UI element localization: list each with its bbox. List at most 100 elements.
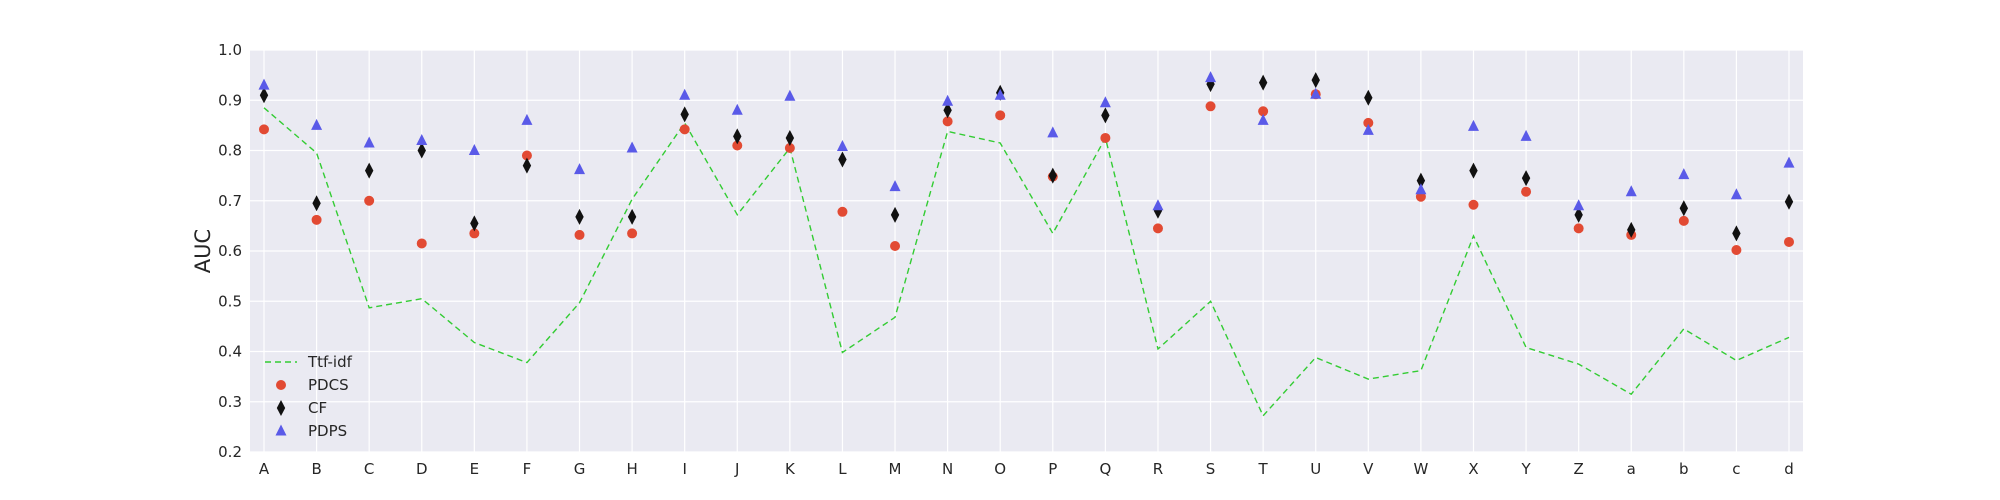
data-point — [1573, 223, 1584, 234]
x-tick-label: E — [470, 460, 479, 478]
data-point — [943, 102, 952, 119]
data-point — [1469, 162, 1478, 179]
y-tick-label: 0.8 — [218, 142, 242, 160]
data-point — [311, 118, 323, 130]
data-point — [994, 88, 1006, 100]
x-tick-label: Z — [1574, 460, 1584, 478]
data-point — [731, 103, 743, 115]
legend-swatch — [276, 400, 286, 416]
data-point — [1625, 185, 1637, 197]
data-point — [1521, 186, 1532, 197]
data-point — [1152, 223, 1163, 234]
data-point — [258, 78, 270, 90]
data-point — [1101, 107, 1110, 124]
x-tick-label: Y — [1520, 460, 1531, 478]
data-point — [469, 228, 480, 239]
data-point — [1732, 225, 1741, 242]
data-point — [1416, 172, 1426, 189]
data-point — [890, 240, 901, 251]
x-tick-label: T — [1258, 460, 1269, 478]
data-point — [1364, 89, 1373, 106]
x-tick-label: W — [1413, 460, 1428, 478]
data-point — [574, 163, 586, 175]
series-line — [263, 107, 1790, 418]
data-point — [890, 206, 900, 223]
x-tick-label: N — [942, 460, 953, 478]
x-tick-label: Q — [1099, 460, 1111, 478]
y-tick-label: 1.0 — [218, 41, 242, 59]
series-pdcs — [259, 89, 1794, 255]
x-tick-label: P — [1048, 460, 1057, 478]
y-tick-label: 0.6 — [218, 242, 242, 260]
x-tick-label: d — [1784, 460, 1794, 478]
data-point — [1362, 123, 1374, 135]
data-point — [1730, 188, 1742, 200]
data-point — [364, 162, 374, 179]
legend-label: Ttf-idf — [307, 353, 353, 371]
y-tick-label: 0.7 — [218, 192, 242, 210]
data-point — [470, 215, 479, 232]
data-point — [1574, 206, 1583, 223]
data-point — [1678, 215, 1689, 226]
y-tick-labels: 0.2 0.3 0.4 0.5 0.6 0.7 0.8 0.9 1.0 — [218, 41, 242, 461]
data-point — [1100, 132, 1111, 143]
x-tick-label: F — [523, 460, 532, 478]
data-point — [784, 89, 796, 101]
data-point — [732, 140, 743, 151]
data-point — [1048, 167, 1057, 184]
y-tick-label: 0.5 — [218, 292, 242, 310]
data-point — [1468, 199, 1479, 210]
x-tick-label: H — [626, 460, 637, 478]
series-pdps — [258, 71, 1795, 211]
x-tick-label: D — [416, 460, 428, 478]
x-tick-label: I — [682, 460, 686, 478]
data-point — [259, 124, 269, 135]
legend-swatch — [276, 380, 286, 390]
data-point — [1467, 119, 1479, 131]
data-point — [942, 116, 953, 127]
data-point — [1678, 168, 1690, 180]
y-tick-label: 0.9 — [218, 91, 242, 109]
series-marks — [258, 71, 1795, 418]
x-tick-label: B — [311, 460, 321, 478]
data-point — [522, 157, 532, 174]
data-point — [1363, 117, 1374, 128]
data-point — [311, 214, 322, 225]
data-point — [1627, 221, 1636, 238]
data-point — [1258, 106, 1269, 117]
data-point — [364, 195, 375, 206]
data-point — [1784, 236, 1794, 247]
data-point — [416, 133, 428, 145]
x-tick-label: M — [889, 460, 902, 478]
data-point — [680, 106, 689, 123]
legend-item: CF — [276, 399, 327, 417]
data-point — [627, 208, 637, 225]
x-tick-label: G — [574, 460, 586, 478]
data-point — [1415, 183, 1427, 195]
x-tick-label: A — [259, 460, 270, 478]
y-tick-label: 0.3 — [218, 393, 242, 411]
x-tick-label: L — [838, 460, 847, 478]
y-axis-label: AUC — [191, 229, 215, 273]
legend-item: Ttf-idf — [265, 353, 353, 371]
legend-item: PDCS — [276, 376, 349, 394]
data-point — [1521, 170, 1531, 187]
data-point — [1152, 199, 1164, 211]
series-ttf-idf — [263, 107, 1790, 418]
x-tick-label: U — [1310, 460, 1321, 478]
legend-swatch — [275, 424, 287, 436]
data-point — [1783, 156, 1795, 168]
data-point — [784, 142, 795, 153]
data-point — [1047, 126, 1059, 138]
data-point — [1573, 199, 1585, 211]
legend-label: CF — [308, 399, 327, 417]
data-point — [1205, 71, 1217, 83]
data-point — [363, 136, 375, 148]
x-tick-label: X — [1468, 460, 1478, 478]
data-point — [1784, 193, 1794, 210]
data-point — [1679, 200, 1689, 217]
data-point — [837, 206, 848, 217]
data-point — [1257, 113, 1269, 125]
